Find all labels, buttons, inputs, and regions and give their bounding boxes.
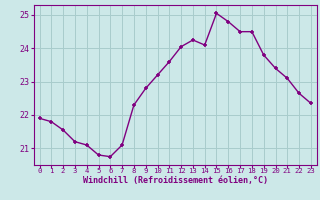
X-axis label: Windchill (Refroidissement éolien,°C): Windchill (Refroidissement éolien,°C)	[83, 176, 268, 185]
